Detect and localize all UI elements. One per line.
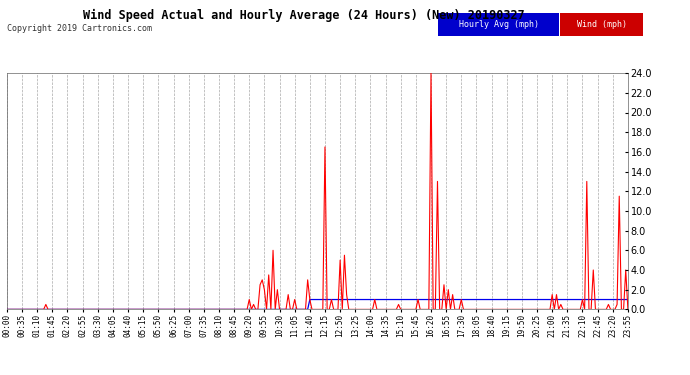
Text: Hourly Avg (mph): Hourly Avg (mph) (459, 20, 538, 29)
Text: Copyright 2019 Cartronics.com: Copyright 2019 Cartronics.com (7, 24, 152, 33)
Text: Wind Speed Actual and Hourly Average (24 Hours) (New) 20190327: Wind Speed Actual and Hourly Average (24… (83, 9, 524, 22)
Text: Wind (mph): Wind (mph) (577, 20, 627, 29)
